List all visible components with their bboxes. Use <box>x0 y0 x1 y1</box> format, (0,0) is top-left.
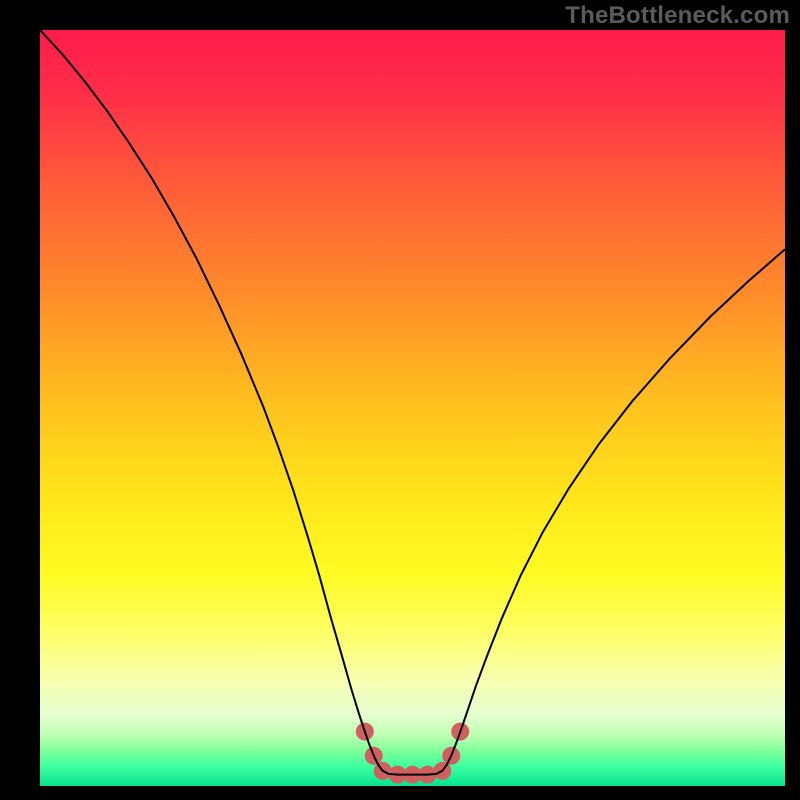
chart-canvas: { "watermark": { "text": "TheBottleneck.… <box>0 0 800 800</box>
watermark-text: TheBottleneck.com <box>565 2 790 30</box>
chart-svg <box>0 0 800 800</box>
gradient-background <box>40 30 785 786</box>
